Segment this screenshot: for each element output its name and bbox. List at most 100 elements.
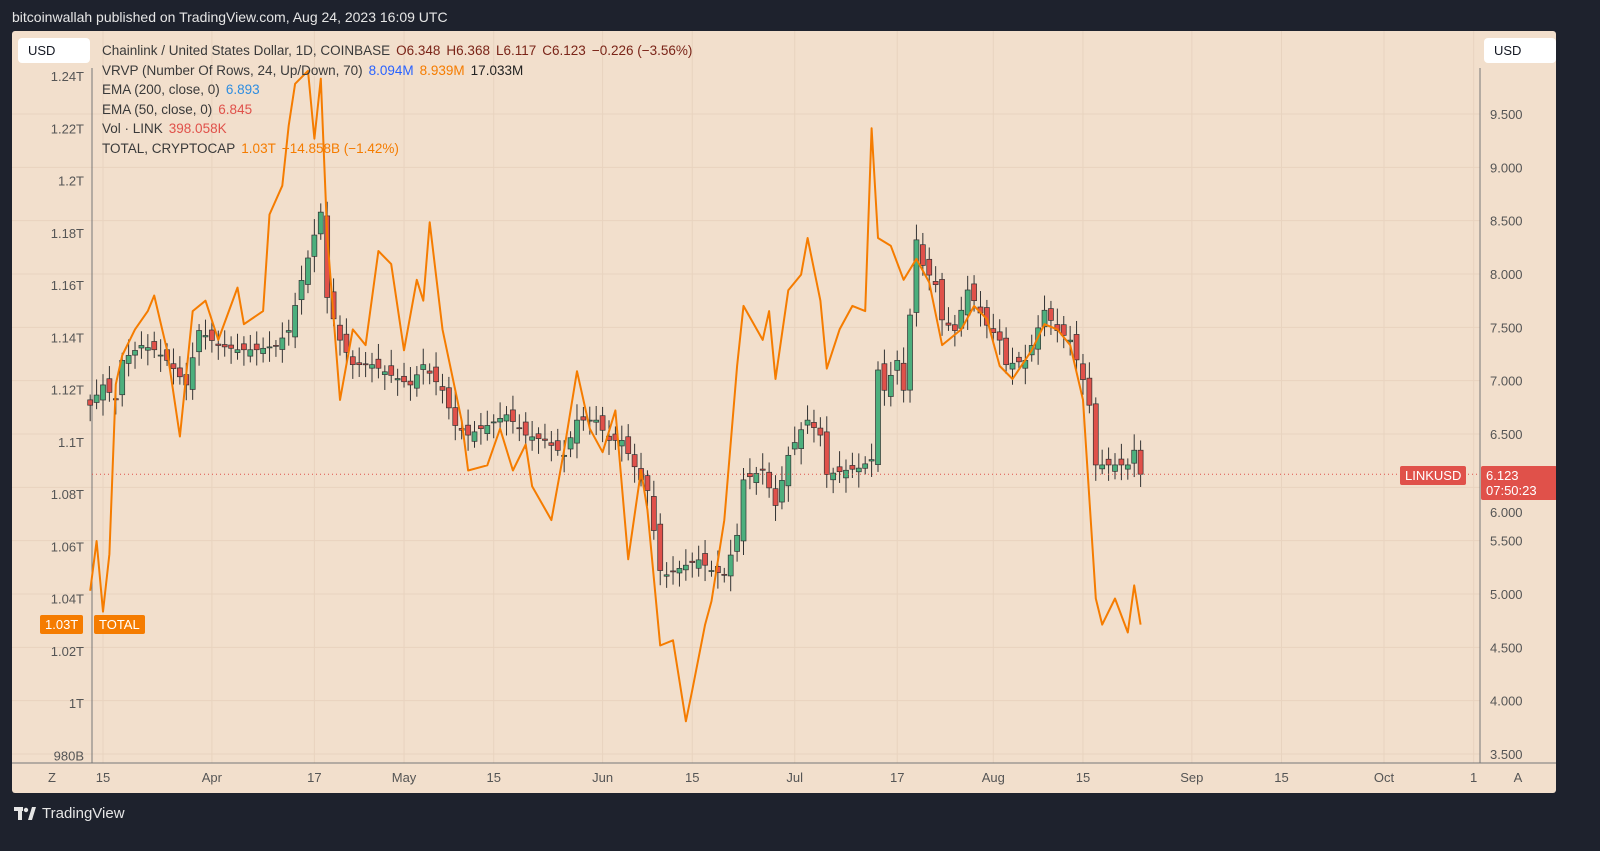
candle-up (676, 568, 683, 574)
legend-ema50[interactable]: EMA (50, close, 0) 6.845 (102, 100, 698, 120)
currency-button-right[interactable]: USD (1484, 38, 1556, 63)
right-axis-tick: 4.500 (1490, 640, 1523, 655)
right-axis-tick: 7.000 (1490, 374, 1523, 389)
candle-down (215, 343, 222, 346)
left-axis-tick: 1.24T (51, 69, 84, 84)
left-axis-tick: 1.16T (51, 278, 84, 293)
vrvp-up: 8.094M (368, 62, 414, 78)
candle-up (791, 442, 798, 450)
total-label: TOTAL, CRYPTOCAP (102, 140, 236, 156)
left-axis-tick: 1T (69, 696, 84, 711)
ema200-label: EMA (200, close, 0) (102, 82, 220, 97)
candle-down (1092, 403, 1099, 466)
candle-up (471, 431, 478, 442)
legend-total[interactable]: TOTAL, CRYPTOCAP 1.03T −14.858B (−1.42%) (102, 139, 698, 159)
candle-down (209, 329, 215, 341)
left-axis-tick: 1.08T (51, 487, 84, 502)
candle-down (919, 244, 926, 266)
candle-down (170, 363, 177, 369)
time-axis-tick: 15 (486, 770, 500, 785)
candle-down (702, 553, 708, 566)
candle-down (926, 258, 933, 276)
candle-up (420, 364, 427, 370)
time-axis-tick: 15 (1274, 770, 1288, 785)
total-change: −14.858B (−1.42%) (281, 140, 399, 156)
candle-down (465, 424, 471, 436)
candle-up (727, 554, 734, 577)
candle-up (683, 564, 689, 571)
candle-up (144, 347, 151, 351)
total-value-tag: 1.03T (40, 615, 84, 634)
candle-up (484, 425, 491, 435)
candle-up (394, 378, 401, 381)
candle-down (747, 473, 753, 478)
candle-down (1073, 334, 1080, 361)
candle-down (446, 387, 452, 409)
auto-scale-a-button[interactable]: A (1514, 770, 1523, 785)
candle-up (125, 355, 132, 364)
candle-down (516, 427, 523, 430)
candle-up (529, 436, 535, 441)
candle-up (381, 371, 388, 375)
open-value: O6.348 (396, 43, 441, 58)
candle-down (881, 363, 888, 391)
candle-down (452, 407, 459, 426)
tradingview-logo-icon (14, 806, 36, 820)
candle-up (894, 360, 901, 371)
vol-value: 398.058K (168, 121, 227, 136)
candle-up (868, 459, 875, 462)
auto-scale-z-button[interactable]: Z (48, 770, 56, 785)
candle-down (349, 356, 356, 366)
left-axis-tick: 1.02T (51, 644, 84, 659)
candle-up (855, 467, 862, 473)
candle-down (657, 523, 664, 571)
candle-down (407, 380, 414, 386)
candle-up (785, 454, 792, 487)
ema200-value: 6.893 (225, 82, 260, 97)
tradingview-logo[interactable]: TradingView (14, 805, 125, 822)
candle-down (900, 362, 907, 391)
left-axis-tick: 1.22T (51, 121, 84, 136)
candle-down (650, 496, 657, 531)
total-market-cap-line (89, 69, 1142, 723)
currency-button-left[interactable]: USD (18, 38, 90, 63)
candle-up (798, 429, 804, 449)
candle-up (119, 360, 126, 396)
chart-canvas[interactable]: 9.500 9.000 8.500 8.000 7.500 7.000 6.500 6.000… (12, 31, 1556, 793)
candle-up (189, 357, 196, 390)
candle-up (740, 479, 747, 542)
time-axis-tick: Apr (202, 770, 223, 785)
legend-vol[interactable]: Vol · LINK 398.058K (102, 119, 698, 139)
candle-up (574, 419, 580, 444)
candle-down (253, 343, 260, 351)
candle-up (260, 347, 266, 354)
candle-down (1080, 363, 1086, 380)
candle-up (196, 330, 202, 353)
candle-down (631, 454, 638, 468)
candle-down (670, 570, 676, 573)
candle-down (221, 344, 228, 348)
candle-down (106, 378, 113, 393)
left-axis-tick: 1.04T (51, 592, 84, 607)
chart-area[interactable]: 9.500 9.000 8.500 8.000 7.500 7.000 6.500 6.000… (12, 31, 1556, 793)
candle-down (1137, 449, 1144, 475)
vrvp-total: 17.033M (470, 62, 524, 78)
candle-down (542, 438, 548, 441)
last-price-tag: 6.123 07:50:23 (1481, 466, 1556, 500)
candle-down (996, 331, 1003, 341)
symbol-title[interactable]: Chainlink / United States Dollar, 1D, CO… (102, 43, 391, 58)
candle-up (1041, 309, 1048, 328)
right-axis-tick: 6.500 (1490, 427, 1523, 442)
candle-down (548, 442, 555, 446)
candle-up (202, 335, 209, 338)
candle-down (1060, 324, 1067, 336)
time-axis-tick: May (392, 770, 417, 785)
brand-name: TradingView (42, 805, 125, 822)
legend-ema200[interactable]: EMA (200, close, 0) 6.893 (102, 80, 698, 100)
candle-up (234, 349, 241, 353)
candle-down (689, 560, 696, 563)
candle-down (823, 431, 830, 475)
candle-up (875, 369, 881, 465)
candle-up (567, 437, 574, 450)
legend-vrvp[interactable]: VRVP (Number Of Rows, 24, Up/Down, 70) 8.… (102, 61, 698, 81)
